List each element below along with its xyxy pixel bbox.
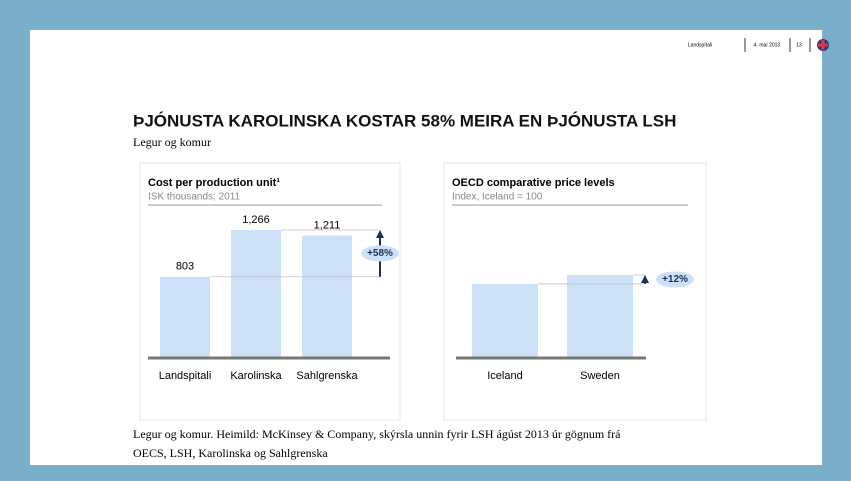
page-number: 13 xyxy=(796,42,802,48)
annotation: +58% xyxy=(367,248,393,259)
x-tick-label: Sweden xyxy=(580,370,620,382)
x-tick-label: Iceland xyxy=(487,370,522,382)
chart-subtitle: ISK thousands; 2011 xyxy=(148,192,241,203)
slide-body xyxy=(30,30,822,465)
bar xyxy=(302,235,352,358)
annotation: +12% xyxy=(662,274,688,285)
footnote: Legur og komur. Heimild: McKinsey & Comp… xyxy=(133,427,621,441)
x-tick-label: Karolinska xyxy=(230,370,282,382)
bar xyxy=(231,230,281,358)
annotation-bg xyxy=(361,245,399,262)
panel xyxy=(443,162,707,421)
chart-subtitle: Index, Iceland = 100 xyxy=(452,192,543,203)
footnote: OECS, LSH, Karolinska og Sahlgrenska xyxy=(133,446,328,460)
header-date: 4. maí 2013 xyxy=(754,42,781,48)
chart-title: Cost per production unit¹ xyxy=(148,177,280,189)
bar xyxy=(567,275,633,358)
bar xyxy=(160,276,210,358)
annotation-bg xyxy=(656,271,694,288)
value-label: 1,266 xyxy=(242,214,270,226)
panel xyxy=(139,162,401,421)
logo-cross xyxy=(818,40,828,50)
value-label: 803 xyxy=(176,261,194,273)
arrow-head xyxy=(376,230,384,238)
arrow-head xyxy=(641,275,649,283)
x-tick-label: Sahlgrenska xyxy=(296,370,358,382)
bar xyxy=(472,283,538,358)
value-label: 1,211 xyxy=(314,219,341,231)
header-org: Landspítali xyxy=(688,42,712,48)
chart-title: OECD comparative price levels xyxy=(452,177,615,189)
slide-title: ÞJÓNUSTA KAROLINSKA KOSTAR 58% MEIRA EN … xyxy=(133,111,676,130)
slide-subtitle: Legur og komur xyxy=(133,135,211,149)
x-tick-label: Landspitali xyxy=(159,370,212,382)
